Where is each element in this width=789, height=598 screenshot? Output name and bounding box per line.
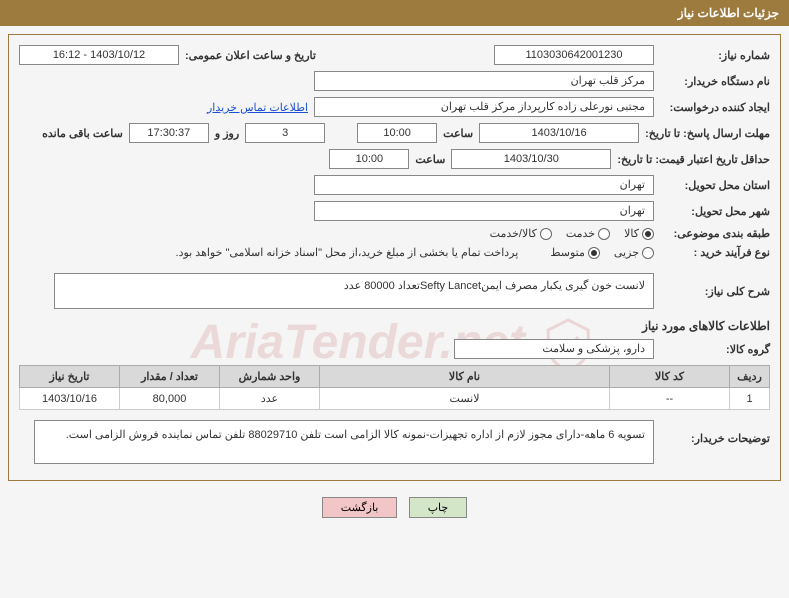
description-box: لانست خون گیری یکبار مصرف ایمنSefty Lanc… — [54, 273, 654, 309]
validity-date-value: 1403/10/30 — [451, 149, 611, 169]
back-button[interactable]: بازگشت — [322, 497, 398, 518]
category-label: طبقه بندی موضوعی: — [660, 227, 770, 240]
row-requester: ایجاد کننده درخواست: مجتبی نورعلی زاده ک… — [19, 97, 770, 117]
radio-label: متوسط — [550, 246, 585, 259]
validity-time-value: 10:00 — [329, 149, 409, 169]
main-panel: AriaTender.net شماره نیاز: 1103030642001… — [8, 34, 781, 481]
province-label: استان محل تحویل: — [660, 179, 770, 192]
process-option-1[interactable]: متوسط — [550, 246, 600, 259]
buyer-note-label: توضیحات خریدار: — [660, 420, 770, 445]
process-radio-group: جزیی متوسط — [550, 246, 654, 259]
category-option-0[interactable]: کالا — [624, 227, 654, 240]
countdown-value: 17:30:37 — [129, 123, 209, 143]
row-response-deadline: مهلت ارسال پاسخ: تا تاریخ: 1403/10/16 سا… — [19, 123, 770, 143]
table-cell: لانست — [320, 388, 610, 410]
radio-icon — [598, 228, 610, 240]
validity-label: حداقل تاریخ اعتبار قیمت: تا تاریخ: — [617, 153, 770, 166]
row-process: نوع فرآیند خرید : جزیی متوسط پرداخت تمام … — [19, 246, 770, 259]
city-label: شهر محل تحویل: — [660, 205, 770, 218]
buyer-org-value: مرکز قلب تهران — [314, 71, 654, 91]
buyer-org-label: نام دستگاه خریدار: — [660, 75, 770, 88]
row-group: گروه کالا: دارو، پزشکی و سلامت — [19, 339, 770, 359]
payment-note: پرداخت تمام یا بخشی از مبلغ خرید،از محل … — [176, 246, 519, 259]
table-cell: عدد — [220, 388, 320, 410]
city-value: تهران — [314, 201, 654, 221]
requester-label: ایجاد کننده درخواست: — [660, 101, 770, 114]
panel-header: جزئیات اطلاعات نیاز — [0, 0, 789, 26]
row-validity: حداقل تاریخ اعتبار قیمت: تا تاریخ: 1403/… — [19, 149, 770, 169]
remaining-label: ساعت باقی مانده — [42, 127, 123, 140]
items-table: ردیفکد کالانام کالاواحد شمارشتعداد / مقد… — [19, 365, 770, 410]
row-province: استان محل تحویل: تهران — [19, 175, 770, 195]
need-number-label: شماره نیاز: — [660, 49, 770, 62]
days-remaining-value: 3 — [245, 123, 325, 143]
table-header-row: ردیفکد کالانام کالاواحد شمارشتعداد / مقد… — [20, 366, 770, 388]
row-category: طبقه بندی موضوعی: کالا خدمت کالا/خدمت — [19, 227, 770, 240]
province-value: تهران — [314, 175, 654, 195]
print-button[interactable]: چاپ — [409, 497, 468, 518]
requester-value: مجتبی نورعلی زاده کارپرداز مرکز قلب تهرا… — [314, 97, 654, 117]
radio-icon — [588, 247, 600, 259]
announce-value: 1403/10/12 - 16:12 — [19, 45, 179, 65]
table-header-cell: نام کالا — [320, 366, 610, 388]
group-label: گروه کالا: — [660, 343, 770, 356]
description-title: شرح کلی نیاز: — [660, 285, 770, 298]
group-value: دارو، پزشکی و سلامت — [454, 339, 654, 359]
radio-icon — [642, 228, 654, 240]
items-section-title: اطلاعات کالاهای مورد نیاز — [19, 319, 770, 333]
category-option-1[interactable]: خدمت — [566, 227, 610, 240]
table-row: 1--لانستعدد80,0001403/10/16 — [20, 388, 770, 410]
row-buyer-org: نام دستگاه خریدار: مرکز قلب تهران — [19, 71, 770, 91]
table-header-cell: ردیف — [730, 366, 770, 388]
row-need-number: شماره نیاز: 1103030642001230 تاریخ و ساع… — [19, 45, 770, 65]
announce-label: تاریخ و ساعت اعلان عمومی: — [185, 49, 316, 62]
radio-label: خدمت — [566, 227, 595, 240]
buyer-note-box: تسویه 6 ماهه-دارای مجوز لازم از اداره تج… — [34, 420, 654, 464]
row-buyer-note: توضیحات خریدار: تسویه 6 ماهه-دارای مجوز … — [19, 420, 770, 464]
radio-label: جزیی — [614, 246, 639, 259]
table-header-cell: تاریخ نیاز — [20, 366, 120, 388]
response-date-value: 1403/10/16 — [479, 123, 639, 143]
need-number-value: 1103030642001230 — [494, 45, 654, 65]
table-cell: 1403/10/16 — [20, 388, 120, 410]
time-label-1: ساعت — [443, 127, 473, 140]
process-label: نوع فرآیند خرید : — [660, 246, 770, 259]
contact-link[interactable]: اطلاعات تماس خریدار — [207, 101, 308, 114]
row-description: شرح کلی نیاز: لانست خون گیری یکبار مصرف … — [19, 273, 770, 309]
table-cell: 80,000 — [120, 388, 220, 410]
button-row: چاپ بازگشت — [0, 491, 789, 524]
table-header-cell: تعداد / مقدار — [120, 366, 220, 388]
radio-label: کالا — [624, 227, 639, 240]
row-city: شهر محل تحویل: تهران — [19, 201, 770, 221]
time-label-2: ساعت — [415, 153, 445, 166]
table-header-cell: واحد شمارش — [220, 366, 320, 388]
category-option-2[interactable]: کالا/خدمت — [490, 227, 552, 240]
table-header-cell: کد کالا — [610, 366, 730, 388]
days-and-label: روز و — [215, 127, 239, 140]
process-option-0[interactable]: جزیی — [614, 246, 654, 259]
table-cell: -- — [610, 388, 730, 410]
radio-icon — [642, 247, 654, 259]
radio-label: کالا/خدمت — [490, 227, 537, 240]
table-cell: 1 — [730, 388, 770, 410]
radio-icon — [540, 228, 552, 240]
response-time-value: 10:00 — [357, 123, 437, 143]
category-radio-group: کالا خدمت کالا/خدمت — [490, 227, 654, 240]
panel-title: جزئیات اطلاعات نیاز — [678, 6, 779, 20]
response-deadline-label: مهلت ارسال پاسخ: تا تاریخ: — [645, 127, 770, 140]
